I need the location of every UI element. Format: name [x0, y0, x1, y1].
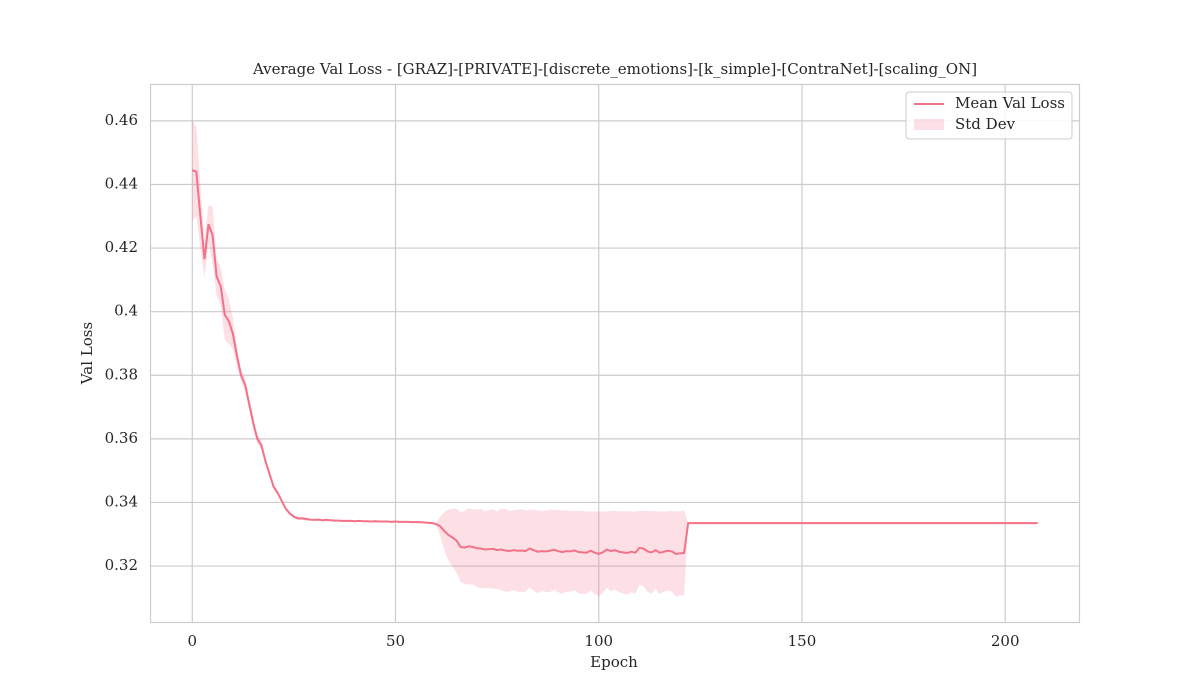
- y-tick-label: 0.34: [105, 492, 138, 510]
- x-tick-label: 100: [584, 632, 613, 650]
- plot-frame: [149, 83, 1081, 624]
- mean-line: [191, 169, 1038, 556]
- x-tick-label: 150: [788, 632, 817, 650]
- grid: [150, 84, 1080, 622]
- plot: [191, 119, 1038, 597]
- legend-box: [905, 91, 1073, 140]
- legend-label: Mean Val Loss: [955, 94, 1065, 112]
- y-tick-label: 0.42: [105, 238, 138, 256]
- x-tick-label: 0: [187, 632, 197, 650]
- y-tick-label: 0.36: [105, 429, 138, 447]
- legend: Mean Val Loss Std Dev: [905, 91, 1073, 140]
- x-axis-label: Epoch: [590, 653, 638, 671]
- y-tick-label: 0.44: [105, 174, 138, 192]
- x-tick-label: 200: [991, 632, 1020, 650]
- legend-band-swatch: [914, 119, 944, 130]
- y-axis-label: Val Loss: [78, 322, 96, 385]
- chart-title: Average Val Loss - [GRAZ]-[PRIVATE]-[dis…: [252, 60, 977, 78]
- y-tick-label: 0.38: [105, 365, 138, 383]
- legend-label: Std Dev: [955, 115, 1016, 133]
- y-tick-label: 0.32: [105, 556, 138, 574]
- y-tick-label: 0.46: [105, 111, 138, 129]
- y-tick-label: 0.4: [114, 302, 138, 320]
- x-tick-label: 50: [386, 632, 405, 650]
